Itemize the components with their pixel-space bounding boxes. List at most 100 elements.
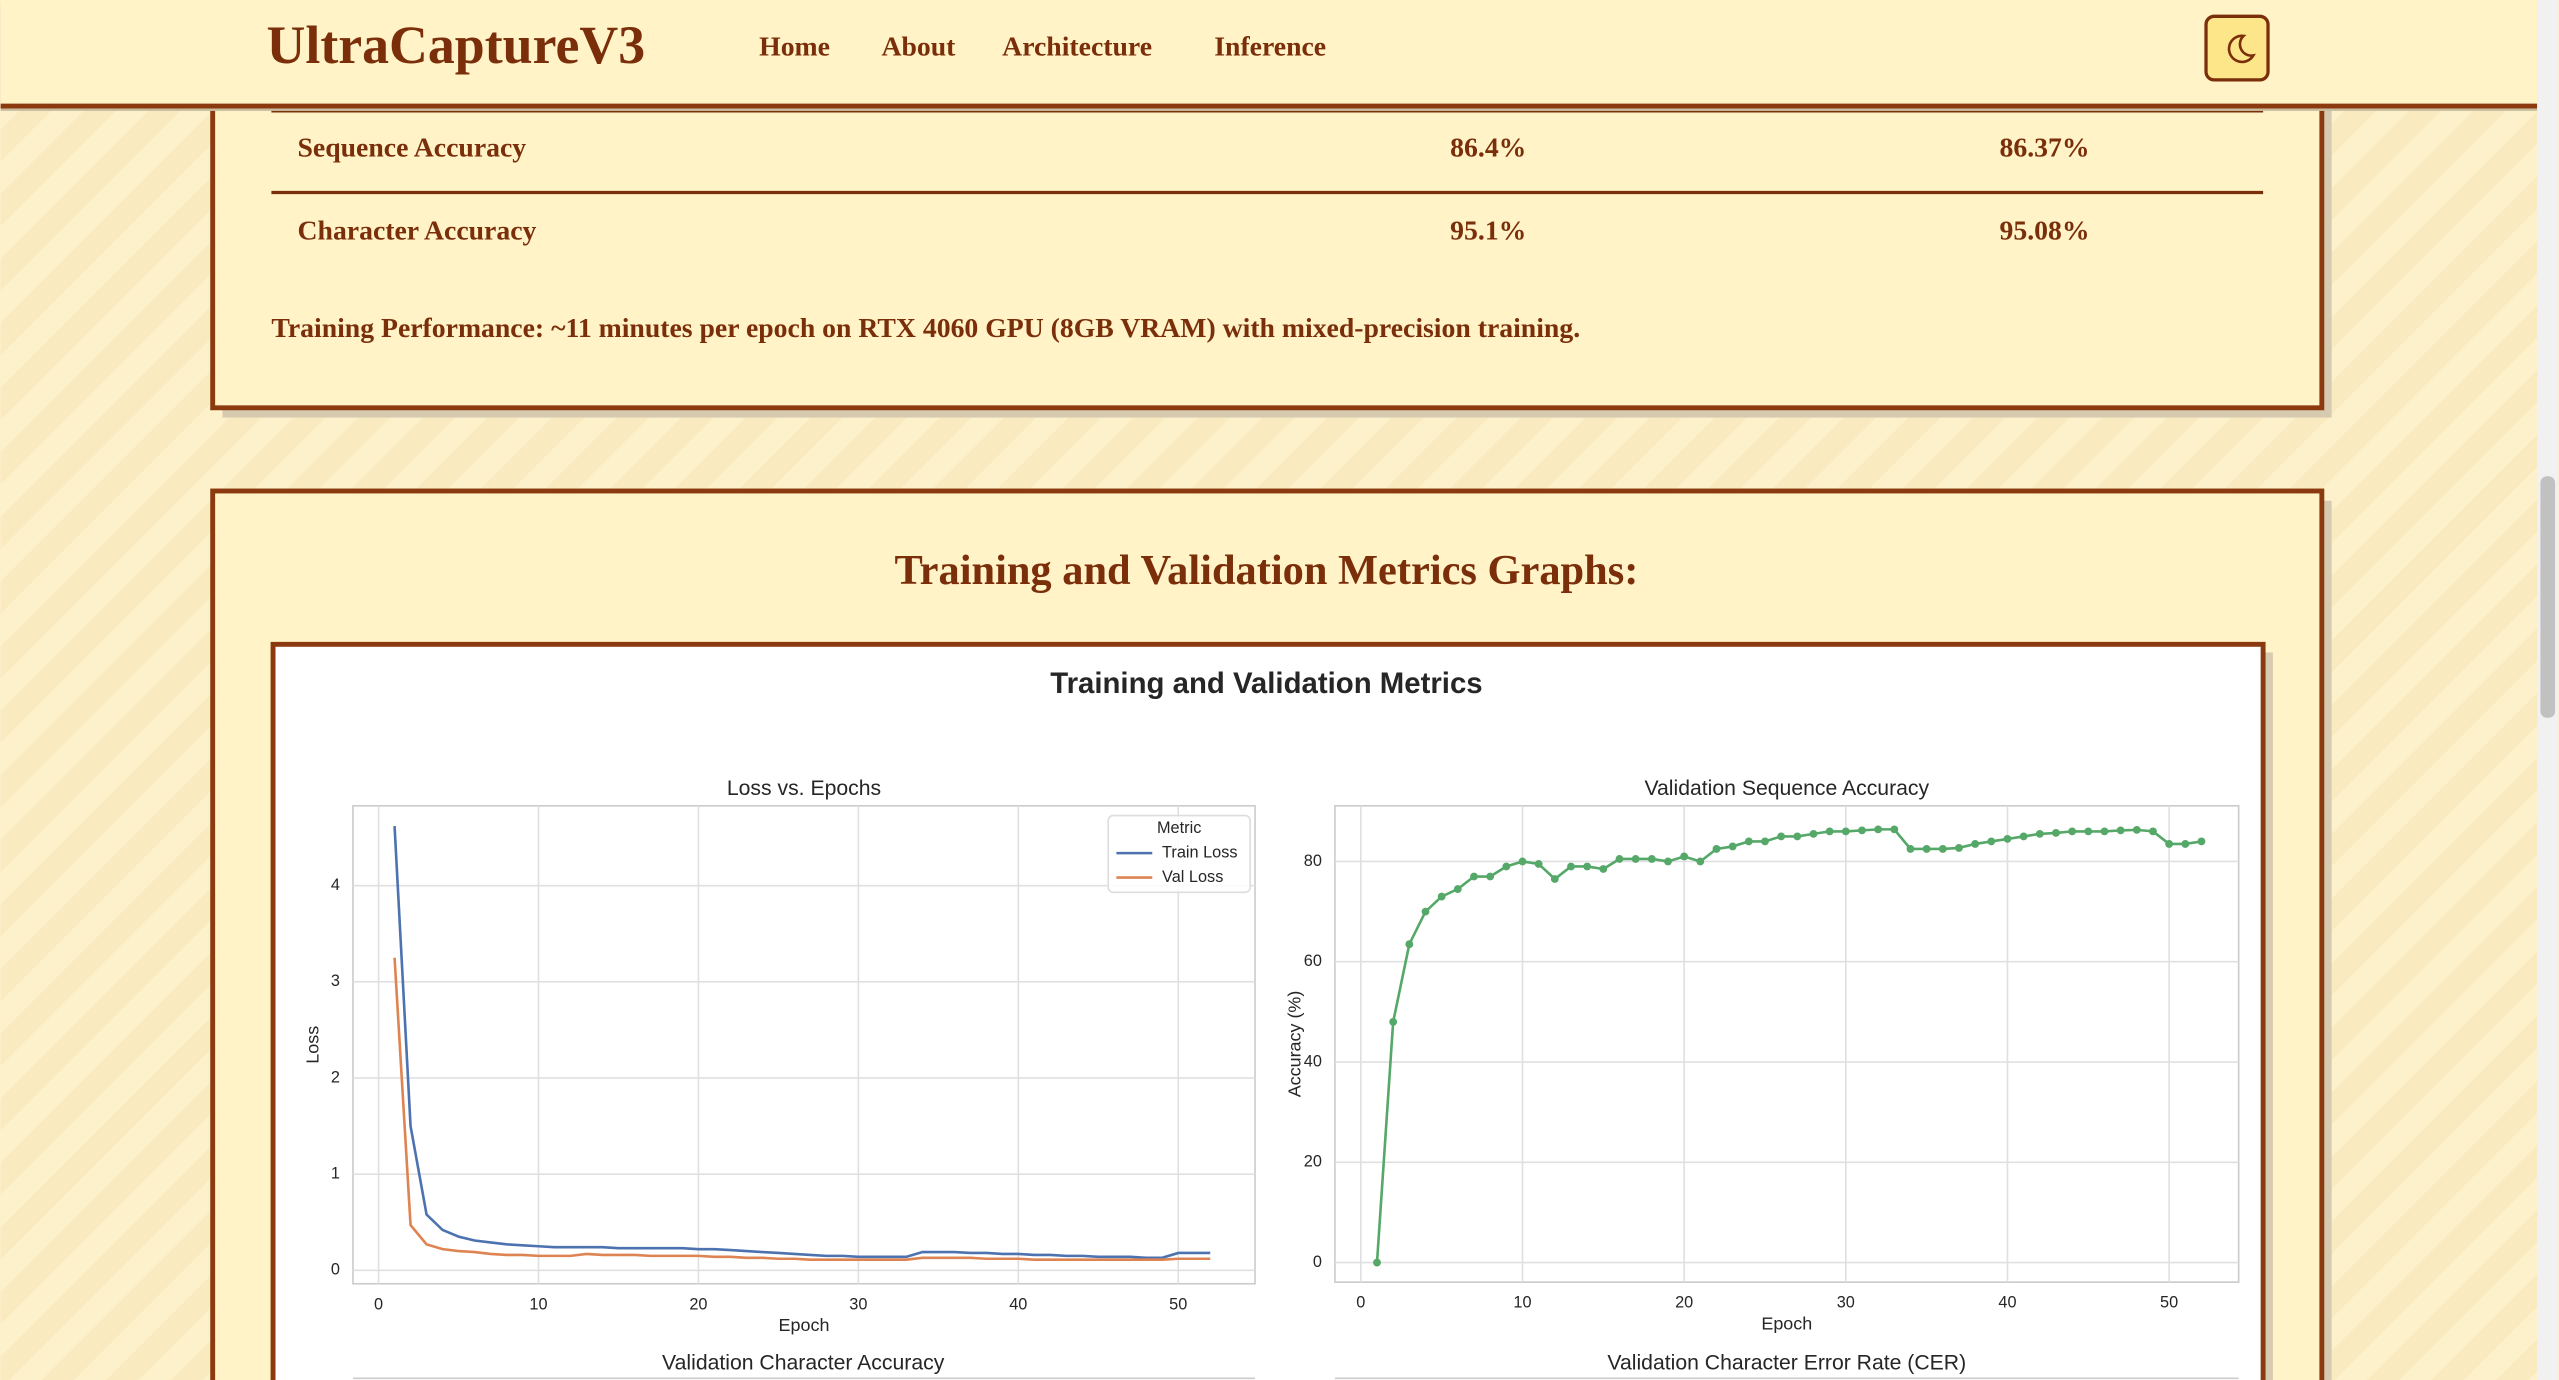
marker	[2068, 827, 2077, 836]
marker	[1696, 857, 1705, 866]
chart-title: Validation Character Error Rate (CER)	[1607, 1351, 1966, 1374]
x-tick-label: 30	[849, 1295, 867, 1313]
chart-title: Validation Sequence Accuracy	[1644, 777, 1929, 800]
brand[interactable]: UltraCaptureV3	[267, 15, 646, 75]
nav-link[interactable]: Home	[759, 30, 830, 61]
marker	[1567, 862, 1575, 871]
marker	[2132, 825, 2141, 834]
marker	[2084, 827, 2093, 836]
marker	[1890, 825, 1899, 834]
note-label: Training Performance:	[271, 312, 544, 343]
marker	[1631, 855, 1640, 863]
line	[1375, 828, 2202, 1263]
nav-link[interactable]: Architecture	[1002, 30, 1152, 61]
charts: 0 10 20 30 40 50 0 1 2 3 4 Loss vs. Epochs Epoch Loss…	[303, 777, 2240, 1335]
line	[393, 825, 1211, 1260]
metric-value: 86.4%	[1450, 131, 1526, 162]
y-tick-label: 0	[1313, 1253, 1322, 1271]
marker	[1405, 940, 1414, 949]
theme-toggle[interactable]	[2204, 14, 2270, 82]
y-tick-label: 3	[331, 972, 340, 990]
marker	[1987, 837, 1996, 846]
marker	[1502, 862, 1511, 871]
marker	[1922, 845, 1931, 853]
y-tick-label: 40	[1304, 1052, 1322, 1070]
marker	[1647, 855, 1656, 863]
marker	[1858, 826, 1866, 835]
chart-title: Loss vs. Epochs	[727, 777, 881, 800]
scrollbar-thumb[interactable]	[2540, 476, 2556, 718]
x-axis-label: Epoch	[779, 1315, 830, 1335]
marker	[1825, 827, 1834, 836]
marker	[1453, 885, 1462, 893]
x-tick-label: 10	[529, 1295, 547, 1313]
x-tick-label: 0	[374, 1295, 383, 1313]
y-tick-label: 1	[331, 1164, 340, 1182]
marker	[1874, 825, 1883, 834]
marker	[1470, 872, 1478, 881]
metric-name: Sequence Accuracy	[298, 131, 527, 162]
nav-link[interactable]: About	[881, 30, 956, 61]
moon-icon	[2227, 34, 2256, 64]
y-tick-label: 60	[1304, 952, 1322, 970]
section-title: Training and Validation Metrics Graphs:	[895, 547, 1639, 594]
y-tick-label: 80	[1304, 852, 1322, 870]
marker	[2019, 832, 2028, 841]
x-tick-label: 20	[1675, 1294, 1693, 1312]
marker	[1906, 845, 1915, 853]
note-text: ~11 minutes per epoch on RTX 4060 GPU (8…	[551, 312, 1580, 343]
marker	[1421, 907, 1430, 916]
metrics-table: Sequence Accuracy 86.4% 86.37% Character Ac…	[298, 131, 2090, 245]
toggle-button[interactable]	[2204, 14, 2270, 82]
y-axis-label: Accuracy (%)	[1285, 991, 1305, 1098]
marker	[2003, 834, 2012, 843]
y-axis-label: Loss	[303, 1026, 323, 1064]
x-tick-label: 40	[1998, 1294, 2016, 1312]
marker	[1599, 865, 1608, 873]
marker	[1389, 1017, 1398, 1026]
marker	[2100, 827, 2109, 836]
x-axis-label: Epoch	[1761, 1313, 1812, 1333]
x-tick-label: 30	[1837, 1294, 1855, 1312]
marker	[1518, 857, 1527, 866]
marker	[2052, 828, 2060, 837]
nav-link[interactable]: Inference	[1214, 30, 1326, 61]
marker	[1777, 832, 1786, 841]
legend-label: Train Loss	[1162, 843, 1237, 861]
marker	[2116, 826, 2125, 835]
x-tick-label: 50	[1169, 1295, 1187, 1313]
y-tick-label: 4	[331, 876, 340, 894]
marker	[1437, 892, 1446, 901]
y-tick-label: 0	[331, 1261, 340, 1279]
chart-title: Validation Character Accuracy	[662, 1351, 945, 1374]
x-tick-label: 40	[1009, 1295, 1027, 1313]
marker	[1550, 875, 1559, 883]
metric-value: 95.08%	[1999, 215, 2089, 246]
marker	[1712, 845, 1721, 853]
x-tick-label: 0	[1356, 1294, 1365, 1312]
marker	[2181, 840, 2190, 848]
marker	[1373, 1258, 1381, 1267]
marker	[1615, 855, 1624, 863]
legend-label: Val Loss	[1162, 868, 1223, 886]
marker	[1841, 827, 1850, 836]
marker	[2165, 840, 2174, 848]
metric-value: 95.1%	[1450, 215, 1526, 246]
marker	[2149, 827, 2157, 836]
marker	[1809, 829, 1818, 838]
marker	[1664, 857, 1672, 866]
x-tick-label: 50	[2160, 1294, 2178, 1312]
x-tick-label: 20	[689, 1295, 707, 1313]
marker	[1680, 852, 1689, 861]
metric-name: Character Accuracy	[298, 215, 537, 246]
nav-links: Home About Architecture Inference	[759, 30, 1326, 61]
navbar	[0, 0, 2538, 107]
marker	[1971, 840, 1980, 848]
figure-title: Training and Validation Metrics	[1050, 667, 1482, 700]
marker	[1955, 844, 1963, 852]
x-tick-label: 10	[1513, 1294, 1531, 1312]
marker	[1728, 842, 1737, 851]
marker	[1583, 862, 1592, 871]
legend	[1107, 814, 1251, 894]
marker	[1938, 845, 1947, 853]
